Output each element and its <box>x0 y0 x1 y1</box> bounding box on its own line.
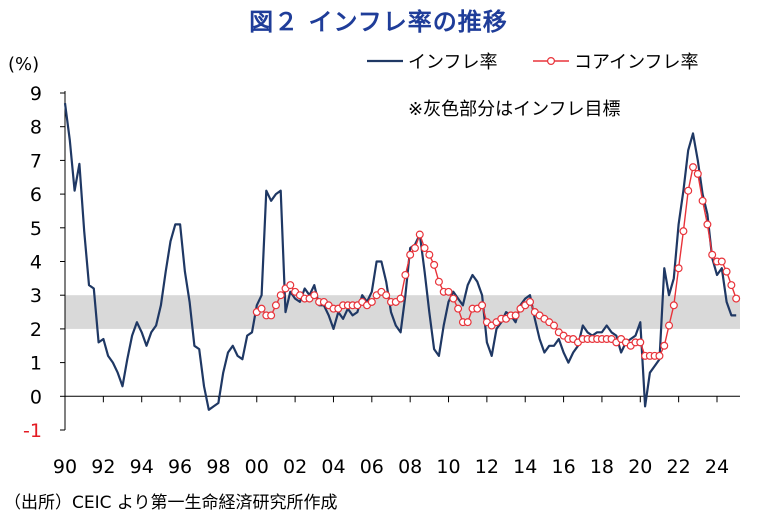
source-note: （出所）CEIC より第一生命経済研究所作成 <box>4 493 338 513</box>
x-tick-label: 94 <box>130 456 154 478</box>
data-point-core <box>286 281 295 290</box>
data-point-core <box>444 287 453 296</box>
data-point-core <box>689 163 698 172</box>
y-tick-label: 5 <box>30 218 42 240</box>
data-point-core <box>267 311 276 320</box>
data-point-core <box>420 244 429 253</box>
series-line-headline <box>63 102 737 411</box>
x-tick-label: 96 <box>168 456 192 478</box>
y-tick-label: 1 <box>30 353 42 375</box>
data-point-core <box>396 294 405 303</box>
data-point-core <box>271 301 280 310</box>
x-tick-label: 18 <box>590 456 614 478</box>
y-tick-label: 2 <box>30 319 42 341</box>
x-tick-label: 00 <box>245 456 269 478</box>
data-point-core <box>549 321 558 330</box>
x-tick-label: 98 <box>206 456 230 478</box>
x-tick-label: 08 <box>398 456 422 478</box>
data-point-core <box>276 291 285 300</box>
data-point-core <box>660 341 669 350</box>
data-point-core <box>401 270 410 279</box>
data-point-core <box>722 267 731 276</box>
data-point-core <box>684 186 693 195</box>
data-point-core <box>511 311 520 320</box>
legend: インフレ率 コアインフレ率 <box>367 52 699 73</box>
data-point-core <box>382 291 391 300</box>
data-point-core <box>454 304 463 313</box>
x-tick-label: 06 <box>360 456 384 478</box>
x-tick-label: 92 <box>91 456 115 478</box>
data-point-core <box>449 294 458 303</box>
x-tick-label: 22 <box>667 456 691 478</box>
y-tick-label: 3 <box>30 285 42 307</box>
legend-label-core: コアインフレ率 <box>574 52 699 73</box>
chart-title: 図２ インフレ率の推移 <box>249 8 508 36</box>
data-point-core <box>463 318 472 327</box>
data-point-core <box>732 294 741 303</box>
y-tick-label: 6 <box>30 184 42 206</box>
data-point-core <box>257 304 266 313</box>
data-point-core <box>410 244 419 253</box>
data-point-core <box>698 196 707 205</box>
y-tick-label: -1 <box>23 420 42 442</box>
data-point-core <box>708 250 717 259</box>
data-point-core <box>693 169 702 178</box>
x-tick-label: 02 <box>283 456 307 478</box>
data-point-core <box>717 257 726 266</box>
x-tick-label: 04 <box>321 456 345 478</box>
band-annotation: ※灰色部分はインフレ目標 <box>408 99 621 120</box>
data-point-core <box>655 351 664 360</box>
data-point-core <box>703 220 712 229</box>
x-tick-label: 90 <box>53 456 77 478</box>
data-point-core <box>367 297 376 306</box>
y-tick-label: 7 <box>30 150 42 172</box>
data-point-core <box>415 230 424 239</box>
data-point-core <box>425 250 434 259</box>
x-tick-label: 20 <box>628 456 652 478</box>
data-point-core <box>665 321 674 330</box>
data-point-core <box>669 301 678 310</box>
data-point-core <box>636 338 645 347</box>
legend-marker-core <box>546 56 555 65</box>
x-tick-label: 14 <box>513 456 537 478</box>
data-point-core <box>727 281 736 290</box>
y-axis-unit: (%) <box>8 54 39 75</box>
data-point-core <box>478 301 487 310</box>
x-tick-label: 16 <box>551 456 575 478</box>
x-tick-label: 24 <box>705 456 729 478</box>
x-tick-label: 10 <box>436 456 460 478</box>
data-point-core <box>434 277 443 286</box>
axes <box>60 91 740 431</box>
data-point-core <box>674 264 683 273</box>
data-point-core <box>679 227 688 236</box>
y-tick-label: 9 <box>30 83 42 105</box>
y-tick-label: 4 <box>30 252 42 274</box>
data-point-core <box>430 260 439 269</box>
data-point-core <box>406 250 415 259</box>
y-tick-label: 8 <box>30 117 42 139</box>
legend-label-headline: インフレ率 <box>408 52 497 73</box>
x-tick-label: 12 <box>475 456 499 478</box>
y-tick-label: 0 <box>30 386 42 408</box>
series-layer <box>63 102 741 411</box>
data-point-core <box>310 291 319 300</box>
data-point-core <box>526 297 535 306</box>
